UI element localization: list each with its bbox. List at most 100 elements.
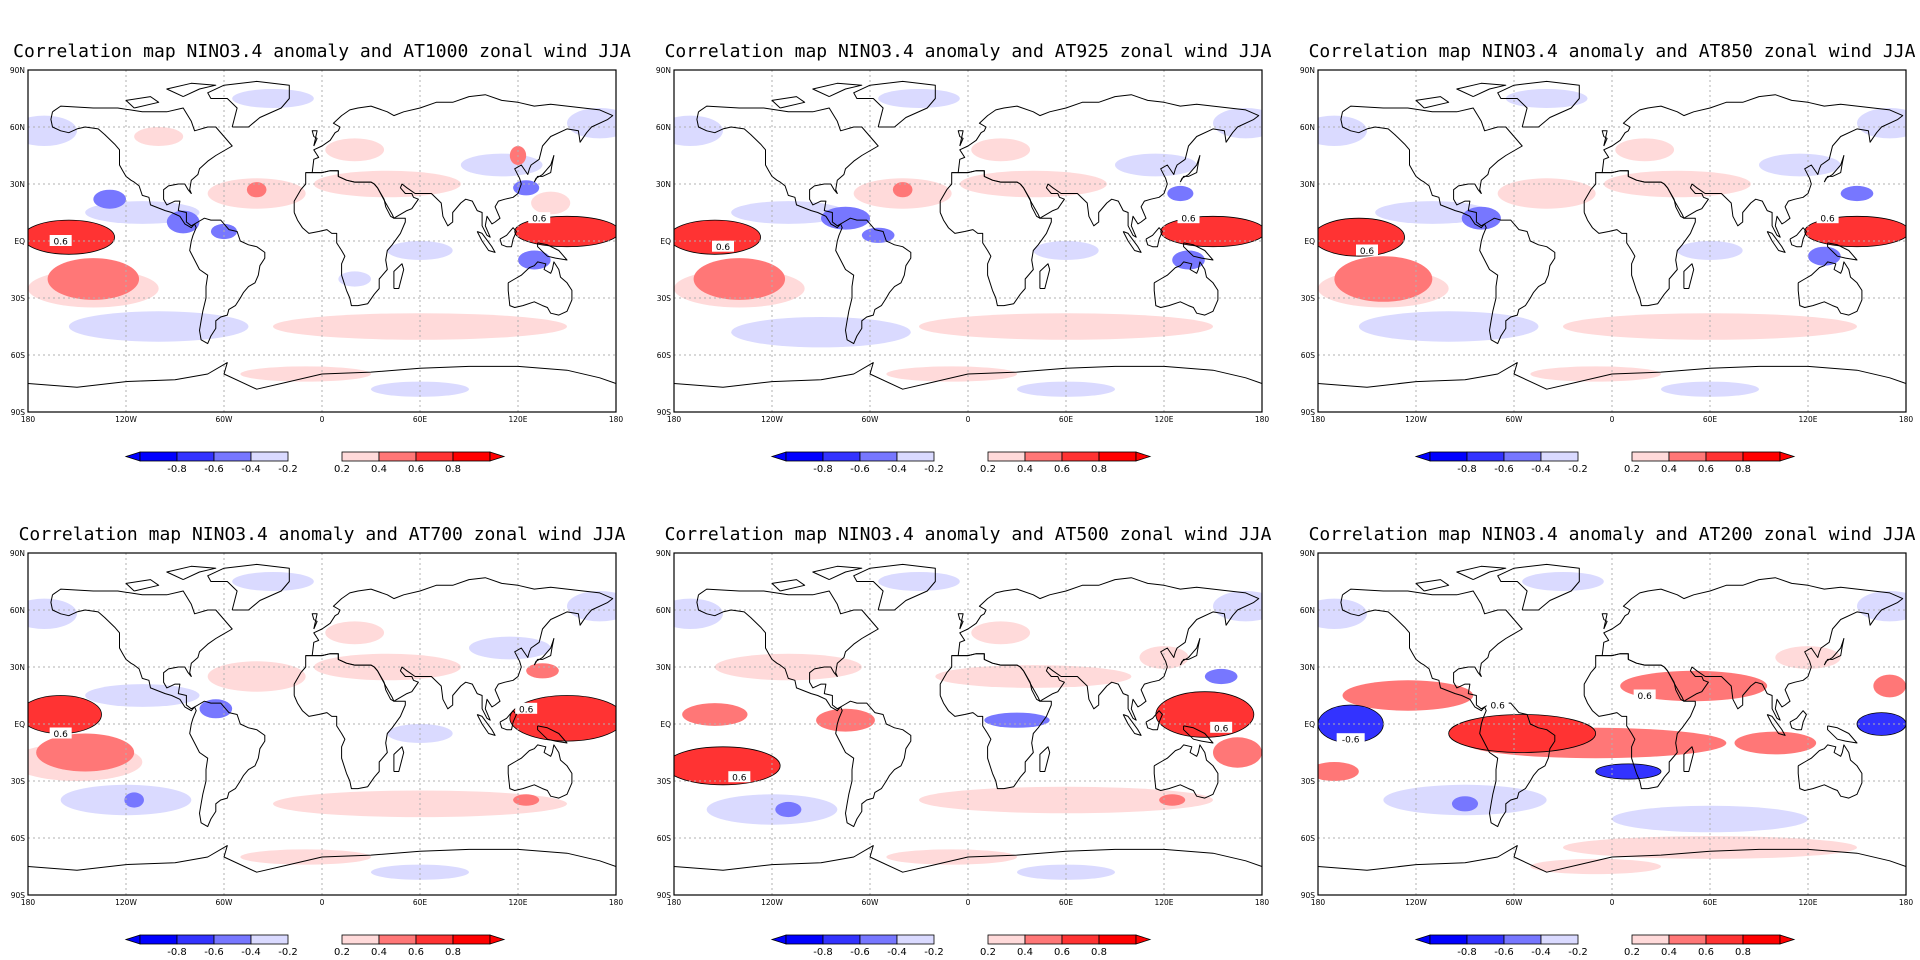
coastline — [1145, 227, 1163, 248]
correlation-region — [1115, 153, 1197, 177]
colorbar-swatch — [1466, 451, 1505, 462]
colorbar-swatch — [176, 934, 215, 945]
panel-title: Correlation map NINO3.4 anomaly and AT50… — [665, 524, 1272, 545]
map-panel: Correlation map NINO3.4 anomaly and AT50… — [656, 524, 1272, 958]
correlation-region — [886, 366, 1018, 382]
correlation-region — [1734, 731, 1817, 755]
colorbar: -0.8 -0.6 -0.4 -0.2 0.2 0.4 0.6 0.8 — [1414, 451, 1796, 475]
correlation-region — [1595, 763, 1662, 780]
contour-label-bg — [1177, 212, 1200, 224]
coastline — [853, 80, 936, 128]
coastline — [1479, 217, 1556, 345]
correlation-region — [513, 180, 540, 196]
colorbar-label: 0.2 — [1624, 947, 1640, 958]
correlation-region — [514, 215, 616, 248]
map-panel: Correlation map NINO3.4 anomaly and AT70… — [10, 524, 626, 958]
correlation-region — [509, 695, 616, 742]
correlation-region — [1620, 670, 1768, 702]
coastline — [1601, 613, 1608, 630]
correlation-region — [313, 653, 461, 681]
colorbar-swatch — [341, 934, 380, 945]
colorbar-swatch — [341, 451, 380, 462]
lon-tick-label: 0 — [320, 898, 325, 907]
colorbar: -0.8 -0.6 -0.4 -0.2 0.2 0.4 0.6 0.8 — [124, 451, 506, 475]
correlation-region — [1563, 836, 1857, 859]
correlation-region — [1804, 215, 1906, 248]
panel-title: Correlation map NINO3.4 anomaly and AT85… — [1309, 41, 1916, 62]
correlation-region — [199, 699, 233, 719]
colorbar-swatch — [1098, 451, 1137, 462]
lon-tick-label: 180 — [21, 415, 36, 424]
coastline — [812, 565, 863, 581]
lon-tick-label: 180 — [1899, 898, 1914, 907]
colorbar-swatch — [1540, 451, 1579, 462]
contour-label-bg — [1336, 733, 1365, 745]
map-panel: Correlation map NINO3.4 anomaly and AT85… — [1300, 41, 1916, 475]
coastline — [1479, 700, 1556, 828]
coastline — [1766, 714, 1786, 736]
correlation-region — [1661, 381, 1759, 397]
coastline — [533, 638, 555, 666]
colorbar-swatch — [896, 934, 935, 945]
colorbar-swatch — [1742, 934, 1781, 945]
coastline — [957, 613, 964, 630]
coastline — [311, 613, 318, 630]
colorbar-swatch — [415, 451, 454, 462]
map-area: 0.6 0.6 — [674, 553, 1262, 895]
map-area: 0.6 0.6 — [674, 70, 1262, 412]
lon-tick-label: 0 — [320, 415, 325, 424]
correlation-region — [207, 661, 306, 692]
correlation-region — [240, 366, 371, 382]
lon-tick-label: 120E — [1154, 415, 1173, 424]
coastline — [28, 362, 616, 390]
colorbar-label: 0.2 — [334, 947, 350, 958]
correlation-region — [1808, 246, 1841, 266]
correlation-region — [1857, 591, 1906, 622]
colorbar-label: 0.2 — [1624, 464, 1640, 475]
coastline — [189, 217, 266, 345]
colorbar: -0.8 -0.6 -0.4 -0.2 0.2 0.4 0.6 0.8 — [770, 451, 1152, 475]
contour-label-bg — [49, 727, 72, 739]
correlation-region — [1017, 381, 1115, 397]
colorbar-label: -0.2 — [924, 464, 944, 475]
colorbar-arrow-left — [1414, 451, 1431, 462]
coastline — [125, 96, 160, 109]
correlation-region — [1856, 712, 1906, 736]
lat-tick-label: 60N — [1300, 123, 1315, 132]
colorbar-label: -0.8 — [813, 464, 833, 475]
coastline — [1153, 744, 1219, 799]
colorbar-label: -0.4 — [887, 464, 907, 475]
coastline — [533, 155, 555, 183]
coastline — [1122, 231, 1142, 253]
correlation-region — [682, 703, 748, 726]
lat-tick-label: 30S — [657, 777, 672, 786]
map-area: 0.6 0.6 — [1318, 70, 1906, 412]
colorbar-arrow-right — [1779, 934, 1796, 945]
coastline — [1827, 242, 1858, 261]
coastline — [125, 579, 160, 592]
lon-tick-label: 60E — [1059, 415, 1074, 424]
correlation-region — [232, 89, 314, 108]
contour-label-bg — [528, 212, 551, 224]
colorbar-swatch — [859, 451, 898, 462]
colorbar-label: -0.4 — [241, 464, 261, 475]
lat-tick-label: 90N — [656, 549, 671, 558]
correlation-region — [878, 89, 960, 108]
coastline — [1179, 155, 1201, 183]
colorbar-swatch — [1429, 451, 1468, 462]
correlation-region — [1857, 108, 1906, 139]
colorbar-label: 0.4 — [371, 947, 387, 958]
lon-tick-label: 60W — [216, 415, 234, 424]
coastline — [853, 563, 936, 611]
colorbar-swatch — [1705, 451, 1744, 462]
colorbar-label: 0.8 — [1091, 947, 1107, 958]
map-panel: Correlation map NINO3.4 anomaly and AT10… — [10, 41, 631, 475]
correlation-region — [36, 733, 135, 772]
correlation-region — [935, 665, 1132, 688]
colorbar-swatch — [785, 451, 824, 462]
colorbar-swatch — [1705, 934, 1744, 945]
lat-tick-label: 60S — [11, 834, 26, 843]
contour-label: 0.6 — [1214, 724, 1229, 734]
contour-label: 0.6 — [1638, 692, 1653, 702]
coastline — [166, 82, 217, 98]
